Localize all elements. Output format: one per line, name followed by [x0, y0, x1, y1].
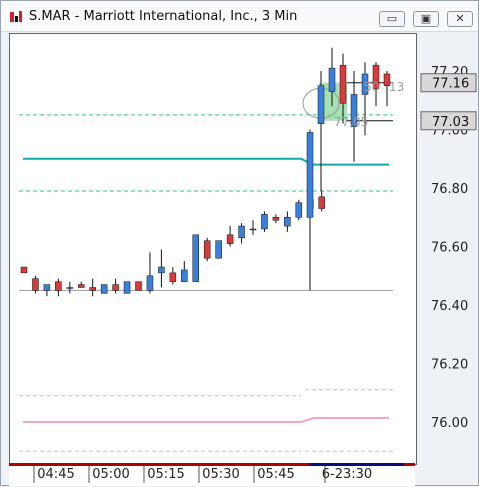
candle-20	[249, 220, 257, 235]
candle-body	[181, 269, 188, 282]
candle-body	[43, 284, 51, 291]
price-tag-box-0	[420, 73, 477, 93]
candle-29	[328, 47, 336, 107]
candle-body	[361, 73, 369, 95]
candle-body	[158, 266, 165, 274]
candle-body	[249, 228, 257, 231]
candle-body	[318, 196, 325, 209]
price-tag-box-1	[420, 111, 477, 131]
candle-body	[284, 217, 291, 227]
teal-line	[23, 157, 389, 166]
candle-body	[66, 287, 74, 289]
candle-body	[317, 85, 325, 124]
candle-body	[55, 281, 62, 291]
x-tick-label: 04:45	[37, 467, 74, 482]
candle-24	[295, 199, 303, 221]
candle-body	[135, 281, 142, 291]
candle-body	[100, 284, 108, 294]
candle-body	[78, 284, 85, 288]
x-tick-label: 05:30	[202, 467, 239, 482]
candle-1	[32, 275, 39, 294]
x-tick-label: 05:15	[147, 467, 184, 482]
candle-22	[272, 214, 280, 224]
candle-31	[350, 71, 358, 162]
candle-28	[317, 71, 325, 191]
candle-body	[226, 234, 234, 244]
candle-19	[238, 223, 245, 244]
candle-5	[78, 281, 85, 288]
candle-17	[215, 240, 222, 259]
price-tag-label-1: 77.03	[432, 115, 469, 130]
window-title: S.MAR - Marriott International, Inc., 3 …	[29, 9, 298, 24]
candle-0	[20, 266, 28, 274]
candle-12	[158, 249, 165, 288]
candle-33	[372, 62, 380, 107]
chart-app-icon	[10, 11, 22, 22]
x-tick-label: 6-23:30	[322, 467, 372, 482]
candle-26	[318, 190, 325, 212]
overlay-label-0: 77.05	[334, 115, 368, 129]
candle-body	[146, 275, 154, 291]
candle-body	[295, 202, 303, 218]
candle-body	[383, 73, 391, 86]
candle-21	[261, 211, 268, 232]
y-tick-label: 76.60	[431, 241, 468, 256]
candle-body	[203, 240, 211, 259]
close-button[interactable]: ✕	[447, 11, 473, 27]
candle-4	[66, 281, 74, 294]
y-tick-label: 76.80	[431, 182, 468, 197]
chart-panel[interactable]	[9, 33, 417, 465]
candle-15	[192, 234, 199, 282]
candle-14	[181, 261, 188, 282]
candle-body	[339, 64, 347, 104]
candle-body	[112, 284, 119, 291]
overlay-label-2: 13	[389, 80, 404, 94]
candle-34	[383, 71, 391, 107]
y-tick-label: 76.20	[431, 358, 468, 373]
candle-body	[20, 266, 28, 274]
candle-body	[372, 64, 380, 89]
candle-body	[89, 287, 96, 291]
candle-body	[215, 240, 222, 259]
candle-16	[203, 237, 211, 262]
session-bar-market	[309, 463, 404, 466]
candle-body	[261, 214, 268, 230]
candle-18	[226, 226, 234, 247]
candle-13	[169, 267, 177, 285]
candle-30	[339, 53, 347, 124]
candle-body	[350, 94, 358, 127]
price-tag-label-0: 77.16	[432, 77, 469, 92]
x-tick-label: 05:00	[92, 467, 129, 482]
x-tick-label: 05:45	[257, 467, 294, 482]
candle-body	[192, 234, 199, 282]
minimize-button[interactable]: ▭	[379, 11, 405, 27]
candle-6	[89, 278, 96, 297]
candle-body	[328, 67, 336, 92]
candle-body	[32, 278, 39, 291]
candle-body	[123, 281, 131, 294]
candle-10	[135, 281, 142, 291]
candle-body	[272, 217, 280, 221]
candle-11	[146, 252, 154, 294]
candle-23	[284, 211, 291, 232]
overlay-label-1: 50	[364, 80, 379, 94]
candle-32	[361, 62, 369, 136]
candle-9	[123, 281, 131, 294]
candle-body	[306, 132, 314, 218]
candle-27	[306, 129, 314, 291]
candle-7	[100, 284, 108, 294]
candle-body	[169, 272, 177, 282]
pink-solid-line	[23, 417, 389, 424]
y-tick-label: 76.00	[431, 416, 468, 431]
candle-8	[112, 278, 119, 294]
candle-body	[238, 225, 245, 239]
candle-2	[43, 284, 51, 297]
y-tick-label: 76.40	[431, 299, 468, 314]
candle-3	[55, 278, 62, 297]
maximize-button[interactable]: ▣	[413, 11, 439, 27]
title-bar[interactable]: S.MAR - Marriott International, Inc., 3 …	[1, 1, 478, 32]
session-bar-premarket	[9, 463, 309, 466]
